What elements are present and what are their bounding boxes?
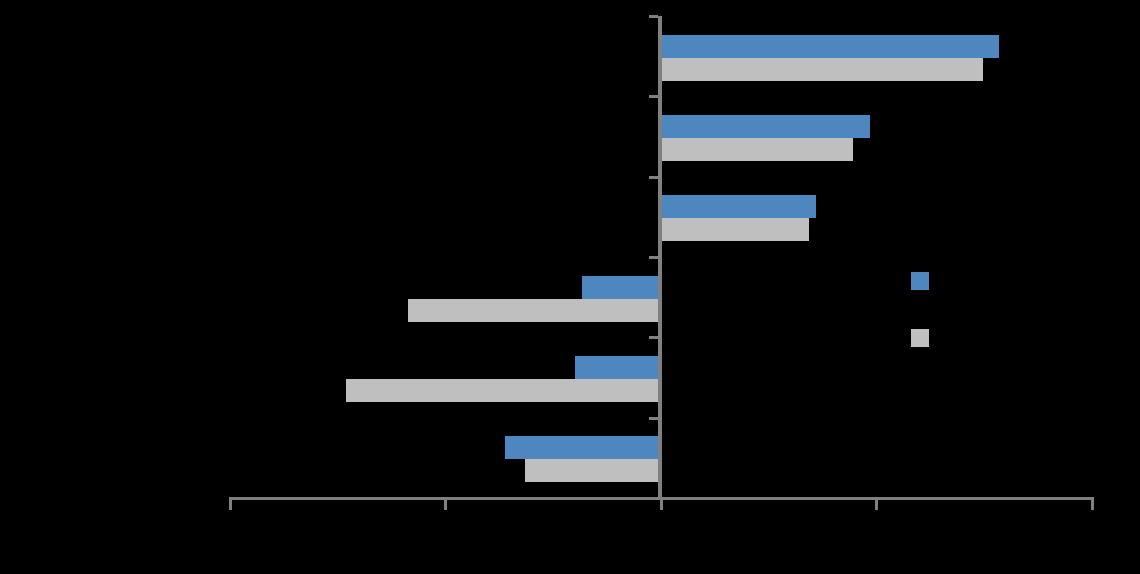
y-axis-tick xyxy=(649,15,658,18)
x-axis-tick xyxy=(1090,500,1094,510)
bar-series-2-category-6 xyxy=(525,459,661,483)
bar-series-1-category-4 xyxy=(582,275,661,299)
bar-series-1-category-2 xyxy=(661,115,870,138)
bar-series-2-category-2 xyxy=(661,138,853,161)
bar-series-2-category-5 xyxy=(346,379,661,402)
y-axis-tick xyxy=(649,336,658,340)
bar-series-2-category-1 xyxy=(661,57,984,81)
bar-series-1-category-6 xyxy=(504,436,661,460)
y-axis-line xyxy=(658,16,662,500)
bar-series-2-category-4 xyxy=(407,298,661,322)
x-axis-line xyxy=(229,497,1094,500)
bar-series-1-category-1 xyxy=(661,34,1000,58)
x-axis-tick xyxy=(444,500,447,510)
x-axis-tick xyxy=(228,500,232,510)
bar-series-1-category-3 xyxy=(661,195,817,219)
y-axis-tick xyxy=(649,416,658,420)
bar-series-1-category-5 xyxy=(574,356,661,379)
x-axis-tick xyxy=(875,500,878,510)
y-axis-tick xyxy=(649,95,658,99)
x-axis-tick xyxy=(659,500,663,510)
y-axis-tick xyxy=(649,256,658,259)
y-axis-tick xyxy=(649,175,658,179)
legend-swatch-series-2 xyxy=(911,329,929,347)
legend-swatch-series-1 xyxy=(911,272,929,290)
bar-series-2-category-3 xyxy=(661,218,809,242)
